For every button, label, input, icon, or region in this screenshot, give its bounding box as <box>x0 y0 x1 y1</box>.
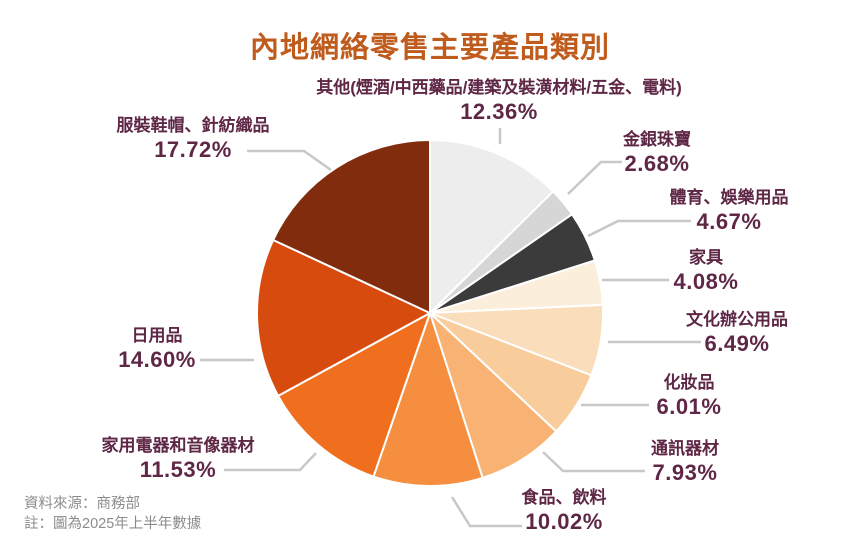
category-name: 金銀珠寶 <box>623 130 691 149</box>
category-label-9: 家用電器和音像器材 11.53% <box>102 435 255 482</box>
leader-line-3 <box>587 219 691 238</box>
source-note: 資料來源：商務部 <box>24 496 140 512</box>
category-value: 4.08% <box>673 269 739 294</box>
category-value: 4.67% <box>696 209 762 234</box>
category-label-5: 文化辦公用品 6.49% <box>686 309 788 356</box>
category-value: 14.60% <box>118 347 196 372</box>
category-value: 10.02% <box>525 509 603 534</box>
leader-line-11 <box>247 149 332 172</box>
category-label-11: 服裝鞋帽、針紡織品 17.72% <box>117 115 270 162</box>
leader-line-9 <box>224 452 317 472</box>
pie-slice-10 <box>256 238 431 397</box>
category-name: 食品、飲料 <box>521 488 607 507</box>
leader-line-7 <box>542 451 645 473</box>
pie-slice-8 <box>372 312 484 487</box>
category-value: 6.01% <box>656 394 722 419</box>
category-value: 7.93% <box>652 460 718 485</box>
category-name: 服裝鞋帽、針紡織品 <box>116 116 270 135</box>
category-name: 其他(煙酒/中西藥品/建築及裝潢材料/五金、電料) <box>316 78 682 97</box>
category-name: 文化辦公用品 <box>686 310 788 329</box>
leader-line-8 <box>450 496 522 528</box>
footer-notes: 資料來源：商務部 註：圖為2025年上半年數據 <box>24 494 201 534</box>
pie-slice-7 <box>429 312 558 479</box>
pie-slice-11 <box>272 139 431 314</box>
category-label-1: 其他(煙酒/中西藥品/建築及裝潢材料/五金、電料) 12.36% <box>316 77 682 124</box>
chart-title: 內地網絡零售主要產品類別 <box>249 32 610 64</box>
category-name: 通訊器材 <box>651 439 719 458</box>
category-label-2: 金銀珠寶 2.68% <box>623 129 691 176</box>
category-name: 化妝品 <box>663 373 715 392</box>
category-label-10: 日用品 14.60% <box>118 325 196 372</box>
category-value: 6.49% <box>704 331 770 356</box>
category-name: 體育、娛樂用品 <box>669 188 789 207</box>
category-value: 11.53% <box>139 457 217 482</box>
category-label-6: 化妝品 6.01% <box>657 372 722 419</box>
category-value: 12.36% <box>460 99 538 124</box>
data-note: 註：圖為2025年上半年數據 <box>24 516 202 532</box>
leader-line-2 <box>567 160 622 195</box>
category-label-8: 食品、飲料 10.02% <box>522 487 607 534</box>
category-label-3: 體育、娛樂用品 4.67% <box>670 187 789 234</box>
category-name: 日用品 <box>131 326 183 345</box>
category-label-4: 家具 4.08% <box>674 247 739 294</box>
pie-slice-9 <box>277 312 431 478</box>
pie-slice-1 <box>429 139 555 314</box>
category-value: 2.68% <box>624 151 690 176</box>
category-name: 家具 <box>688 248 723 267</box>
category-label-7: 通訊器材 7.93% <box>651 438 719 485</box>
category-name: 家用電器和音像器材 <box>101 436 255 455</box>
category-value: 17.72% <box>154 137 232 162</box>
